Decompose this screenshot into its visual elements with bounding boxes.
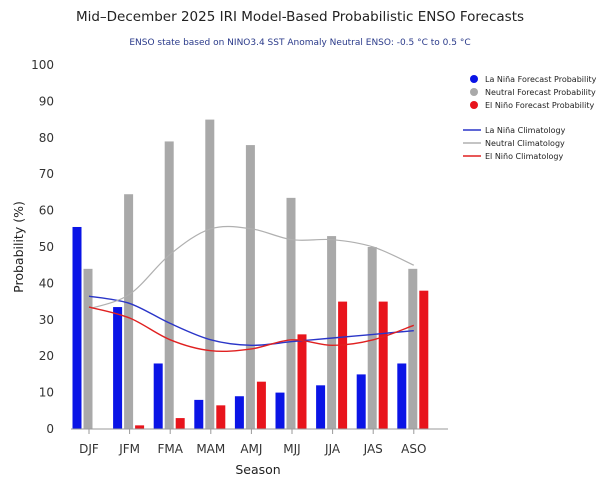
la-nina-forecast-legend-dot bbox=[470, 75, 478, 83]
legend-label: El Niño Forecast Probability bbox=[485, 101, 594, 110]
neutral-bar bbox=[245, 145, 255, 429]
neutral-bar bbox=[124, 194, 134, 429]
el-nino-forecast-legend-dot bbox=[470, 101, 478, 109]
la-nina-climatology-line bbox=[88, 295, 414, 347]
x-axis-ticks: DJF JFM FMA MAM AMJ MJJ JJA JAS ASO bbox=[79, 429, 426, 456]
bars-group bbox=[72, 119, 429, 429]
la-nina-bar bbox=[72, 226, 82, 429]
el-nino-bar bbox=[378, 301, 388, 429]
x-tick-label: MJJ bbox=[283, 442, 300, 456]
neutral-bar bbox=[164, 141, 174, 429]
chart-title: Mid–December 2025 IRI Model-Based Probab… bbox=[76, 9, 524, 25]
la-nina-bar bbox=[153, 363, 163, 429]
el-nino-bar bbox=[135, 425, 145, 429]
y-tick-label: 20 bbox=[39, 349, 54, 363]
el-nino-bar bbox=[256, 381, 266, 429]
la-nina-bar bbox=[316, 385, 326, 429]
x-tick-label: AMJ bbox=[240, 442, 262, 456]
el-nino-bar bbox=[297, 334, 307, 429]
neutral-bar bbox=[367, 247, 377, 429]
x-tick-label: FMA bbox=[157, 442, 183, 456]
la-nina-bar bbox=[397, 363, 407, 429]
neutral-bar bbox=[205, 119, 215, 429]
y-axis-title: Probability (%) bbox=[11, 201, 26, 293]
climatology-lines-group bbox=[88, 225, 415, 353]
y-tick-label: 100 bbox=[31, 58, 54, 72]
el-nino-bar bbox=[419, 290, 429, 429]
neutral-bar bbox=[286, 197, 296, 429]
y-tick-label: 30 bbox=[39, 313, 54, 327]
neutral-forecast-legend-dot bbox=[470, 88, 478, 96]
x-axis-title: Season bbox=[235, 462, 280, 477]
la-nina-bar bbox=[113, 307, 123, 429]
el-nino-climatology-line bbox=[88, 306, 415, 353]
x-tick-label: DJF bbox=[79, 442, 99, 456]
x-tick-label: JFM bbox=[118, 442, 140, 456]
x-tick-label: JAS bbox=[363, 442, 383, 456]
chart-subtitle: ENSO state based on NINO3.4 SST Anomaly … bbox=[129, 38, 470, 48]
neutral-bar bbox=[408, 268, 418, 429]
el-nino-bar bbox=[175, 418, 185, 429]
x-tick-label: JJA bbox=[324, 442, 341, 456]
neutral-bar bbox=[327, 236, 337, 429]
x-tick-label: MAM bbox=[196, 442, 225, 456]
y-axis-ticks: 0 10 20 30 40 50 60 70 80 90 100 bbox=[31, 58, 54, 436]
legend-label: La Niña Forecast Probability bbox=[485, 75, 597, 84]
x-tick-label: ASO bbox=[401, 442, 426, 456]
la-nina-bar bbox=[275, 392, 285, 429]
y-tick-label: 90 bbox=[39, 94, 54, 108]
la-nina-bar bbox=[356, 374, 366, 429]
el-nino-bar bbox=[216, 405, 226, 429]
y-tick-label: 10 bbox=[39, 386, 54, 400]
y-tick-label: 40 bbox=[39, 276, 54, 290]
la-nina-bar bbox=[194, 399, 204, 429]
y-tick-label: 0 bbox=[46, 422, 54, 436]
neutral-climatology-line bbox=[88, 225, 415, 310]
legend: La Niña Forecast Probability Neutral Fore… bbox=[463, 75, 597, 161]
y-tick-label: 60 bbox=[39, 204, 54, 218]
legend-label: El Niño Climatology bbox=[485, 152, 563, 161]
el-nino-bar bbox=[338, 301, 348, 429]
y-tick-label: 50 bbox=[39, 240, 54, 254]
y-tick-label: 80 bbox=[39, 131, 54, 145]
neutral-bar bbox=[83, 268, 93, 429]
la-nina-bar bbox=[234, 396, 244, 429]
legend-label: La Niña Climatology bbox=[485, 126, 566, 135]
legend-label: Neutral Climatology bbox=[485, 139, 565, 148]
legend-label: Neutral Forecast Probability bbox=[485, 88, 596, 97]
y-tick-label: 70 bbox=[39, 167, 54, 181]
